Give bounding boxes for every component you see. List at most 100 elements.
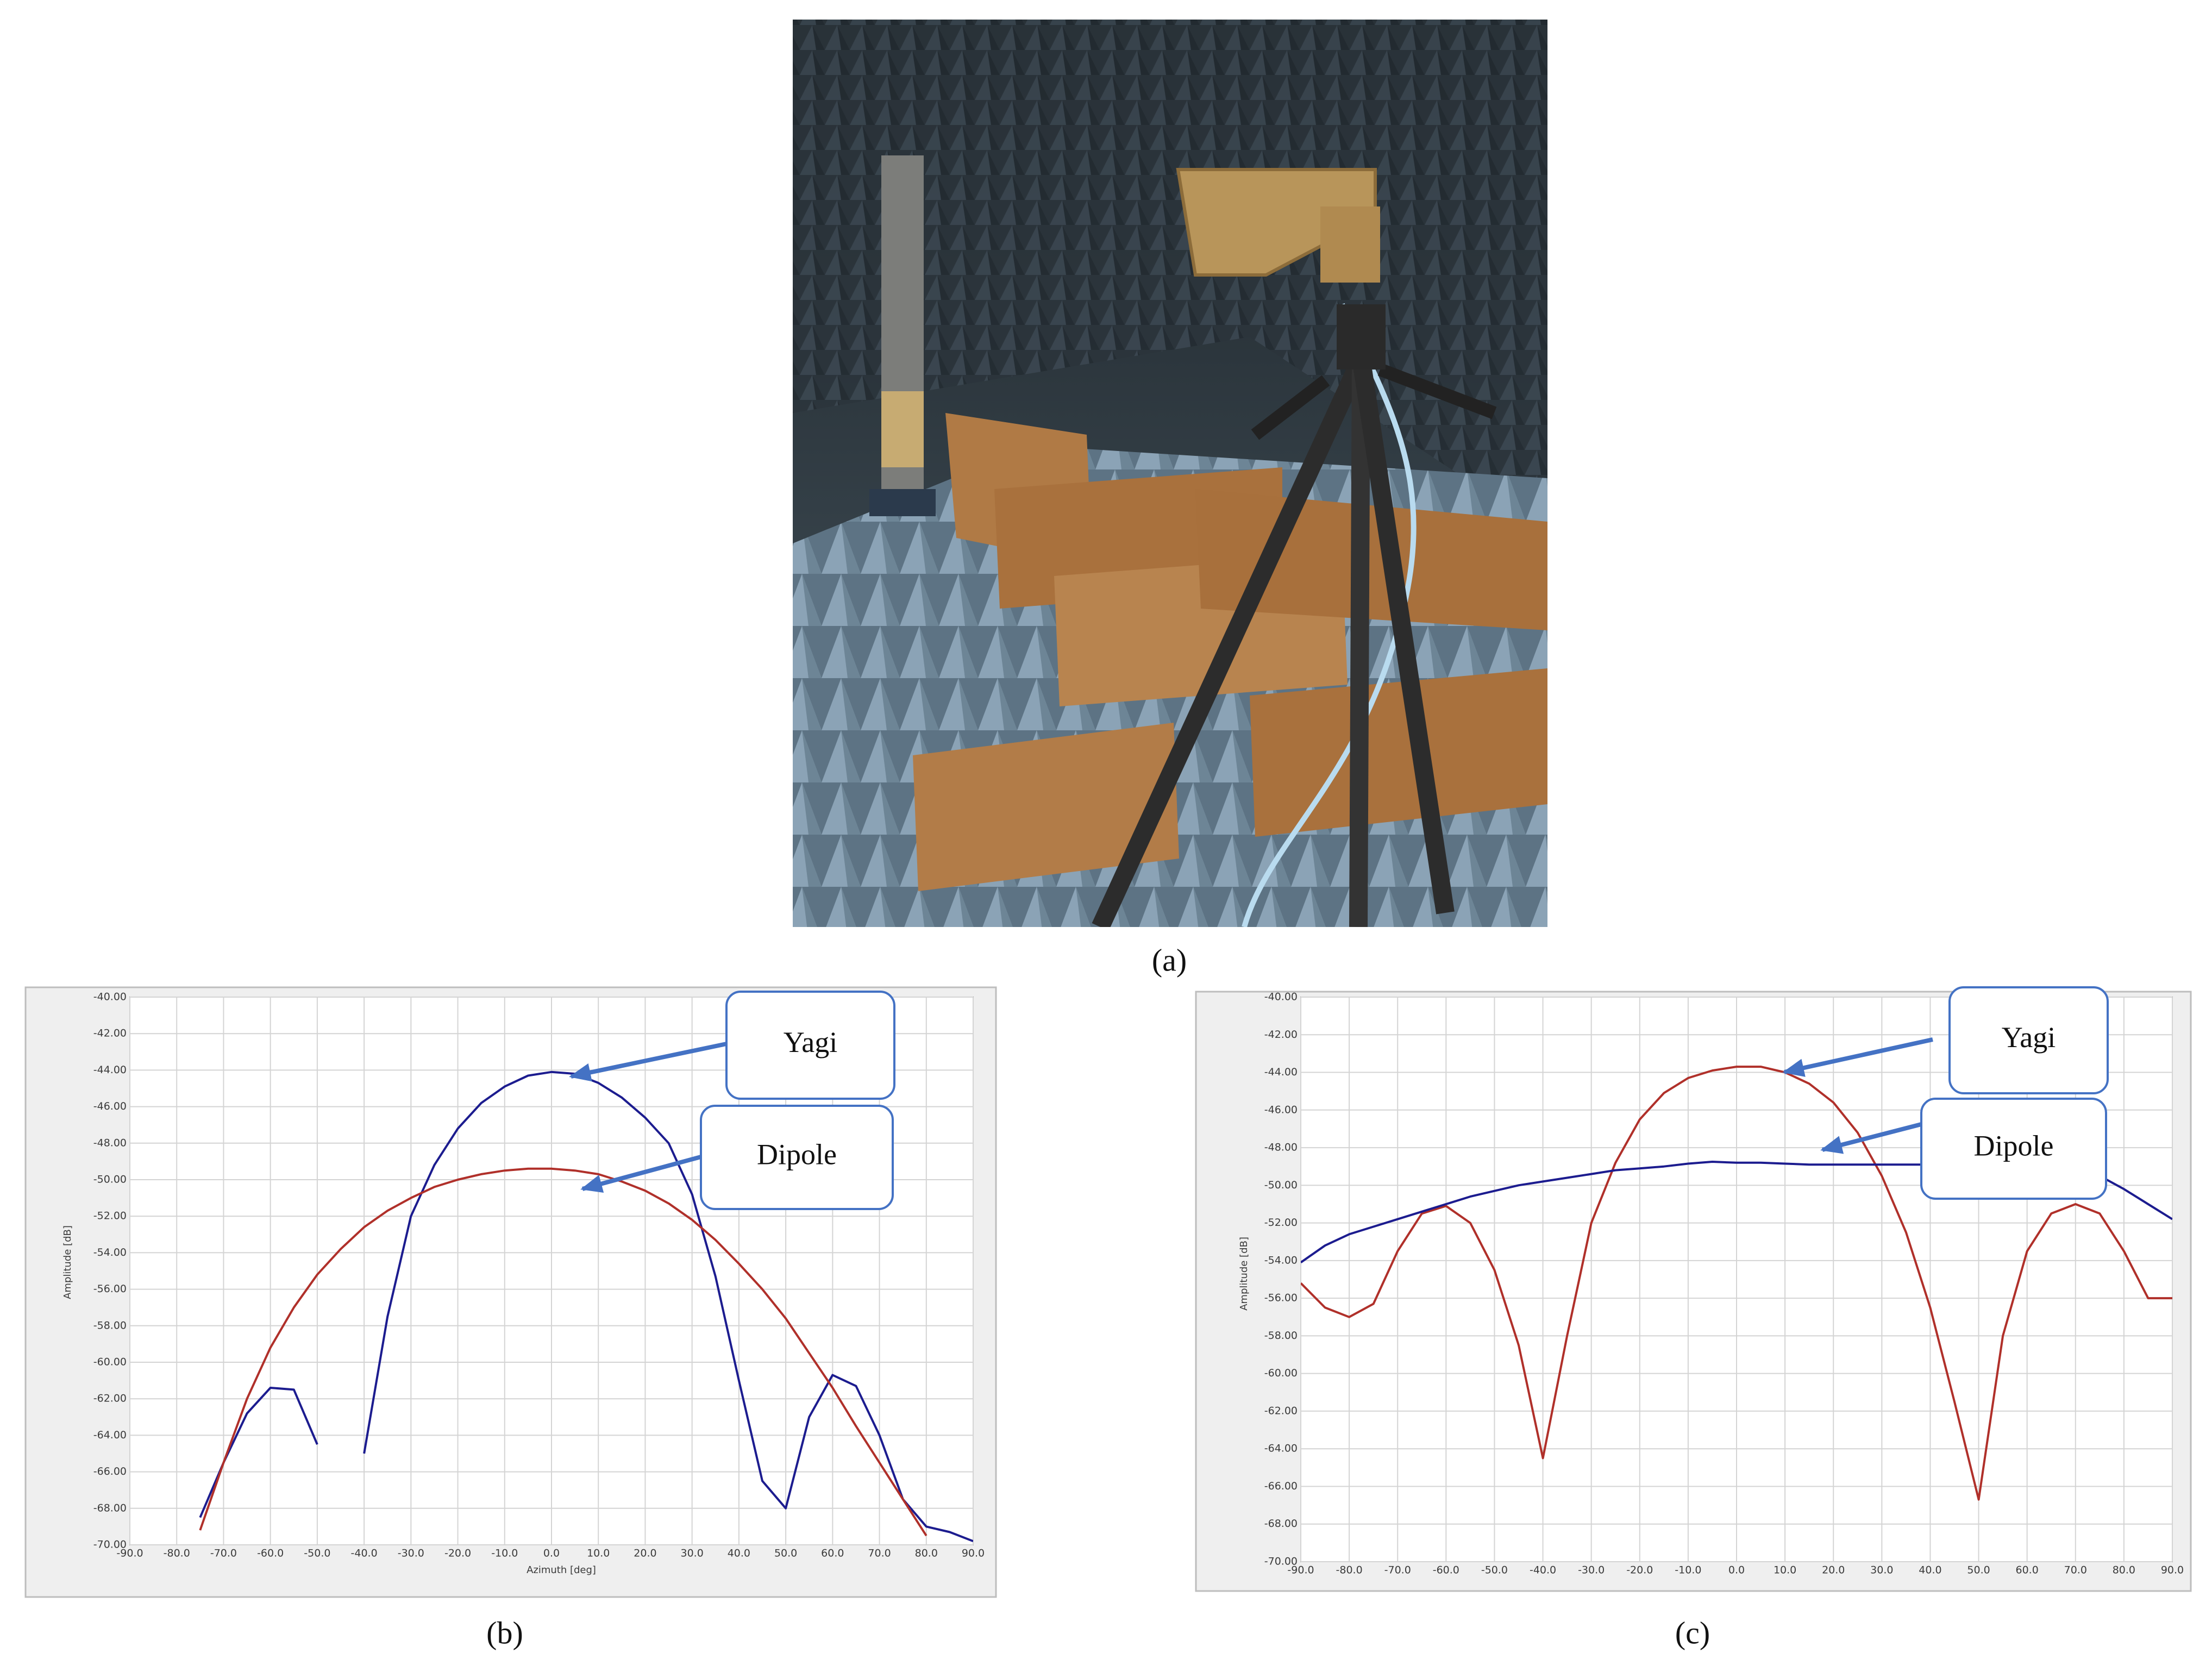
y-tick-label: -60.00 bbox=[1264, 1367, 1298, 1379]
callout-box bbox=[725, 991, 895, 1100]
callout-label: Yagi bbox=[2002, 1021, 2056, 1054]
y-tick-label: -42.00 bbox=[93, 1028, 127, 1039]
chart-caption: (b) bbox=[486, 1615, 523, 1650]
antenna-mount bbox=[1320, 206, 1380, 283]
photo-caption: (a) bbox=[1152, 942, 1187, 978]
callout-arrow bbox=[569, 1042, 727, 1082]
series-line bbox=[199, 1167, 928, 1537]
y-tick-label: -58.00 bbox=[1264, 1330, 1298, 1342]
callout-box bbox=[1920, 1098, 2107, 1200]
x-tick-label: 80.0 bbox=[2113, 1564, 2135, 1576]
tripod-leg bbox=[1349, 358, 1370, 927]
y-tick-label: -64.00 bbox=[1264, 1443, 1298, 1455]
x-tick-label: -60.0 bbox=[1433, 1564, 1459, 1576]
y-tick-label: -70.00 bbox=[1264, 1556, 1298, 1568]
y-tick-label: -54.00 bbox=[93, 1247, 127, 1258]
x-tick-label: 60.0 bbox=[2016, 1564, 2039, 1576]
callout-arrow bbox=[1782, 1037, 1933, 1077]
y-tick-label: -56.00 bbox=[93, 1283, 127, 1295]
x-tick-label: -20.0 bbox=[1626, 1564, 1653, 1576]
x-tick-label: -50.0 bbox=[1481, 1564, 1508, 1576]
x-tick-label: 80.0 bbox=[915, 1548, 938, 1559]
y-tick-label: -52.00 bbox=[1264, 1217, 1298, 1229]
y-tick-label: -62.00 bbox=[1264, 1405, 1298, 1417]
y-tick-label: -58.00 bbox=[93, 1319, 127, 1331]
x-tick-label: -30.0 bbox=[398, 1548, 424, 1559]
dipole-tape bbox=[881, 391, 924, 467]
x-axis-label: Azimuth [deg] bbox=[527, 1564, 596, 1576]
x-tick-label: -90.0 bbox=[1287, 1564, 1314, 1576]
y-tick-label: -50.00 bbox=[1264, 1179, 1298, 1191]
x-tick-label: 30.0 bbox=[1870, 1564, 1893, 1576]
y-tick-label: -42.00 bbox=[1264, 1029, 1298, 1041]
y-tick-label: -68.00 bbox=[1264, 1518, 1298, 1530]
x-tick-label: 0.0 bbox=[543, 1548, 560, 1559]
callout-box bbox=[1948, 986, 2109, 1094]
y-tick-label: -64.00 bbox=[93, 1429, 127, 1441]
tripod-head bbox=[1337, 304, 1386, 369]
x-tick-label: -40.0 bbox=[1530, 1564, 1556, 1576]
dipole-base bbox=[869, 489, 936, 516]
x-tick-label: 0.0 bbox=[1728, 1564, 1745, 1576]
x-tick-label: 40.0 bbox=[1919, 1564, 1941, 1576]
y-tick-label: -40.00 bbox=[1264, 991, 1298, 1003]
y-tick-label: -46.00 bbox=[93, 1100, 127, 1112]
y-tick-label: -70.00 bbox=[93, 1539, 127, 1551]
x-tick-label: -10.0 bbox=[1675, 1564, 1701, 1576]
photo bbox=[793, 20, 1547, 927]
y-tick-label: -62.00 bbox=[93, 1393, 127, 1405]
chart-caption: (c) bbox=[1675, 1615, 1710, 1650]
series-group bbox=[199, 1070, 973, 1543]
x-tick-label: -50.0 bbox=[304, 1548, 330, 1559]
y-tick-label: -52.00 bbox=[93, 1210, 127, 1222]
callout-box bbox=[700, 1105, 894, 1210]
callout-label: Dipole bbox=[757, 1138, 837, 1170]
cardboard-panel bbox=[913, 723, 1179, 891]
y-axis-label: Amplitude [dB] bbox=[62, 1225, 73, 1299]
x-tick-label: -10.0 bbox=[491, 1548, 518, 1559]
series-line bbox=[1301, 1066, 2172, 1501]
y-tick-label: -48.00 bbox=[1264, 1142, 1298, 1154]
callout-arrow bbox=[580, 1155, 702, 1193]
x-tick-label: 50.0 bbox=[774, 1548, 797, 1559]
tripod-handle bbox=[1377, 363, 1497, 419]
x-tick-label: -70.0 bbox=[210, 1548, 237, 1559]
y-tick-label: -54.00 bbox=[1264, 1254, 1298, 1266]
y-tick-label: -44.00 bbox=[93, 1064, 127, 1076]
x-tick-label: -20.0 bbox=[444, 1548, 471, 1559]
y-tick-label: -44.00 bbox=[1264, 1066, 1298, 1078]
x-tick-label: 70.0 bbox=[2064, 1564, 2087, 1576]
x-tick-label: 60.0 bbox=[821, 1548, 844, 1559]
x-tick-label: -90.0 bbox=[116, 1548, 143, 1559]
x-tick-label: 50.0 bbox=[1967, 1564, 1990, 1576]
y-tick-label: -56.00 bbox=[1264, 1292, 1298, 1304]
x-tick-label: 10.0 bbox=[1774, 1564, 1796, 1576]
callout-arrow bbox=[1820, 1122, 1922, 1154]
y-tick-label: -46.00 bbox=[1264, 1104, 1298, 1116]
x-tick-label: 10.0 bbox=[587, 1548, 610, 1559]
y-tick-label: -60.00 bbox=[93, 1356, 127, 1368]
y-tick-label: -40.00 bbox=[93, 991, 127, 1003]
y-tick-label: -50.00 bbox=[93, 1174, 127, 1186]
y-tick-label: -68.00 bbox=[93, 1502, 127, 1514]
x-tick-label: -40.0 bbox=[351, 1548, 378, 1559]
x-tick-label: -60.0 bbox=[257, 1548, 284, 1559]
cable bbox=[1242, 303, 1417, 927]
x-tick-label: -30.0 bbox=[1578, 1564, 1605, 1576]
x-tick-label: 90.0 bbox=[2161, 1564, 2184, 1576]
x-tick-label: -70.0 bbox=[1384, 1564, 1411, 1576]
x-tick-label: -80.0 bbox=[1336, 1564, 1363, 1576]
callout-label: Yagi bbox=[784, 1026, 838, 1059]
tripod-handle bbox=[1251, 375, 1330, 440]
x-tick-label: 90.0 bbox=[962, 1548, 985, 1559]
y-tick-label: -48.00 bbox=[93, 1137, 127, 1149]
x-tick-label: 40.0 bbox=[728, 1548, 750, 1559]
tripod-leg bbox=[1352, 357, 1455, 915]
y-axis-label: Amplitude [dB] bbox=[1238, 1237, 1250, 1311]
callout-label: Dipole bbox=[1974, 1129, 2054, 1162]
x-tick-label: 20.0 bbox=[1822, 1564, 1845, 1576]
x-tick-label: -80.0 bbox=[164, 1548, 190, 1559]
x-tick-label: 30.0 bbox=[681, 1548, 704, 1559]
y-tick-label: -66.00 bbox=[93, 1465, 127, 1477]
